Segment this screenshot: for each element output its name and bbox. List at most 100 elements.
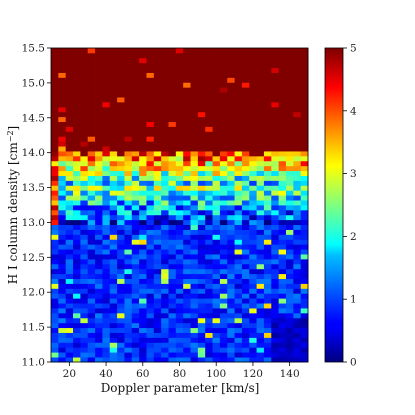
heatmap-cell [65, 97, 74, 103]
heatmap-cell [153, 52, 162, 59]
heatmap-cell [146, 303, 155, 309]
heatmap-cell [51, 101, 59, 108]
heatmap-cell [139, 185, 147, 191]
heatmap-cell [51, 77, 59, 83]
heatmap-cell [278, 185, 287, 191]
heatmap-cell [234, 234, 243, 240]
heatmap-cell [219, 229, 228, 235]
heatmap-cell [139, 190, 147, 196]
heatmap-cell [227, 322, 235, 329]
heatmap-cell [146, 263, 155, 270]
heatmap-cell [102, 273, 111, 279]
heatmap-cell [249, 126, 257, 132]
heatmap-cell [212, 239, 221, 245]
heatmap-cell [249, 352, 257, 358]
heatmap-cell [109, 92, 118, 98]
heatmap-cell [117, 185, 125, 191]
heatmap-cell [95, 170, 103, 176]
heatmap-cell [190, 160, 199, 167]
heatmap-cell [219, 258, 228, 265]
heatmap-cell [219, 62, 228, 69]
heatmap-cell [153, 283, 162, 289]
heatmap-cell [241, 268, 250, 275]
heatmap-cell [51, 342, 59, 348]
heatmap-cell [293, 67, 302, 73]
heatmap-cell [124, 92, 133, 98]
heatmap-cell [234, 141, 243, 147]
heatmap-cell [168, 283, 177, 289]
heatmap-cell [300, 165, 309, 172]
heatmap-cell [190, 332, 199, 338]
heatmap-cell [124, 298, 133, 304]
heatmap-cell [241, 278, 250, 284]
heatmap-cell [293, 337, 302, 343]
heatmap-cell [271, 205, 280, 211]
heatmap-cell [168, 278, 177, 284]
heatmap-cell [293, 77, 302, 83]
heatmap-cell [183, 101, 191, 108]
heatmap-cell [117, 322, 125, 329]
heatmap-cell [183, 190, 191, 196]
heatmap-cell [190, 357, 199, 363]
heatmap-cell [139, 224, 147, 230]
heatmap-cell [124, 175, 133, 181]
heatmap-cell [95, 87, 103, 93]
heatmap-cell [102, 190, 111, 196]
heatmap-cell [278, 48, 287, 54]
heatmap-cell [168, 239, 177, 245]
heatmap-cell [197, 87, 206, 93]
heatmap-cell [183, 200, 191, 206]
heatmap-cell [278, 92, 287, 98]
heatmap-cell [124, 352, 133, 358]
heatmap-cell [205, 195, 213, 201]
heatmap-cell [124, 317, 133, 324]
heatmap-cell [293, 185, 302, 191]
heatmap-cell [263, 254, 272, 260]
heatmap-cell [300, 263, 309, 270]
heatmap-cell [51, 209, 59, 216]
heatmap-cell [139, 327, 147, 333]
heatmap-cell [65, 234, 74, 240]
heatmap-cell [205, 308, 213, 314]
heatmap-cell [219, 77, 228, 83]
heatmap-cell [175, 121, 184, 127]
heatmap-cell [161, 126, 169, 132]
heatmap-cell [58, 312, 67, 319]
heatmap-cell [183, 258, 191, 265]
heatmap-cell [212, 48, 221, 54]
heatmap-cell [95, 312, 103, 319]
heatmap-cell [241, 293, 250, 299]
heatmap-cell [153, 170, 162, 176]
heatmap-cell [219, 263, 228, 270]
heatmap-cell [249, 180, 257, 186]
heatmap-cell [95, 57, 103, 64]
heatmap-cell [234, 327, 243, 333]
heatmap-cell [124, 327, 133, 333]
heatmap-cell [95, 106, 103, 113]
heatmap-cell [117, 48, 125, 54]
heatmap-cell [256, 317, 265, 324]
heatmap-cell [285, 342, 294, 348]
heatmap-cell [168, 303, 177, 309]
heatmap-cell [219, 67, 228, 73]
heatmap-cell [205, 185, 213, 191]
heatmap-cell [249, 131, 257, 137]
heatmap-cell [285, 288, 294, 294]
heatmap-cell [263, 308, 272, 314]
heatmap-cell [87, 209, 96, 216]
heatmap-cell [227, 77, 235, 83]
heatmap-cell [124, 263, 133, 270]
heatmap-cell [65, 342, 74, 348]
heatmap-cell [271, 278, 280, 284]
heatmap-cell [241, 308, 250, 314]
heatmap-cell [131, 126, 140, 132]
heatmap-cell [175, 57, 184, 64]
heatmap-cell [109, 229, 118, 235]
heatmap-cell [197, 357, 206, 363]
heatmap-cell [139, 87, 147, 93]
heatmap-cell [293, 62, 302, 69]
heatmap-cell [139, 200, 147, 206]
heatmap-cell [271, 82, 280, 88]
heatmap-cell [219, 175, 228, 181]
heatmap-cell [285, 327, 294, 333]
